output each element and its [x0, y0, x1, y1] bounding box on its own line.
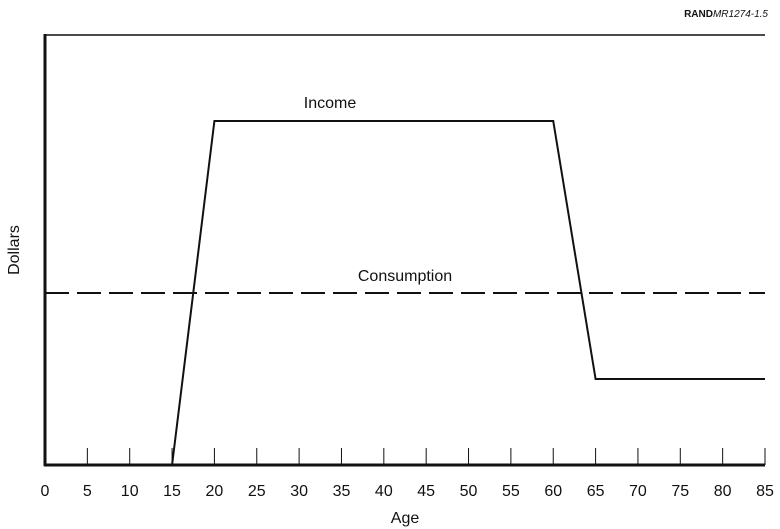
series-label: Income	[304, 95, 357, 112]
x-tick-label: 35	[333, 483, 351, 500]
x-tick-label: 45	[417, 483, 435, 500]
y-axis-label: Dollars	[6, 225, 23, 275]
x-tick-label: 60	[544, 483, 562, 500]
source-id: MR1274-1.5	[713, 9, 768, 20]
x-tick-label: 65	[587, 483, 605, 500]
x-tick-label: 25	[248, 483, 266, 500]
x-tick-label: 50	[460, 483, 478, 500]
source-org: RAND	[684, 9, 713, 20]
series-label: Consumption	[358, 268, 452, 285]
x-tick-label: 20	[206, 483, 224, 500]
x-tick-label: 75	[671, 483, 689, 500]
x-tick-label: 5	[83, 483, 92, 500]
source: RANDMR1274-1.5	[684, 9, 768, 20]
x-tick-label: 15	[163, 483, 181, 500]
x-tick-label: 10	[121, 483, 139, 500]
x-tick-label: 30	[290, 483, 308, 500]
series-line	[45, 120, 765, 466]
x-tick-label: 70	[629, 483, 647, 500]
x-tick-label: 85	[756, 483, 774, 500]
x-tick-label: 40	[375, 483, 393, 500]
x-tick-label: 0	[41, 483, 50, 500]
x-tick-label: 80	[714, 483, 732, 500]
x-axis-label: Age	[391, 510, 420, 527]
x-tick-label: 55	[502, 483, 520, 500]
